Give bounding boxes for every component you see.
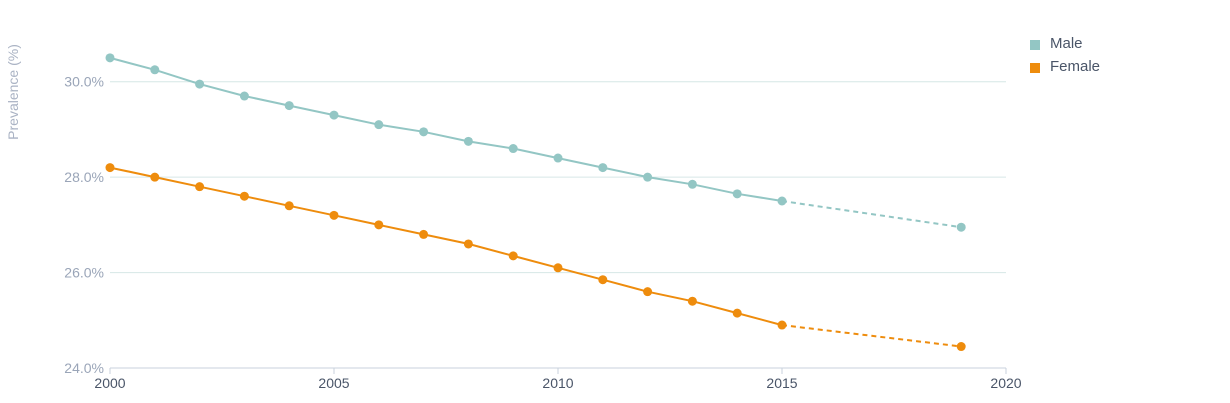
data-point-female[interactable]: [643, 287, 653, 297]
data-point-female[interactable]: [598, 275, 608, 285]
x-axis: 2000 2005 2010 2015 2020: [94, 367, 1022, 391]
legend-item-male[interactable]: Male: [1030, 32, 1100, 55]
data-point-male[interactable]: [150, 65, 160, 75]
x-tick-label: 2005: [318, 375, 349, 391]
data-point-female[interactable]: [374, 220, 384, 230]
data-point-female[interactable]: [777, 320, 787, 330]
series-line-female: [109, 166, 783, 327]
x-tick-label: 2000: [94, 375, 125, 391]
data-point-male[interactable]: [239, 91, 249, 101]
data-point-male[interactable]: [195, 79, 205, 89]
data-point-male[interactable]: [643, 172, 653, 182]
data-point-male[interactable]: [598, 163, 608, 173]
data-point-female[interactable]: [687, 296, 697, 306]
legend-item-female[interactable]: Female: [1030, 55, 1100, 78]
data-point-female[interactable]: [419, 229, 429, 239]
data-point-female[interactable]: [284, 201, 294, 211]
data-point-male[interactable]: [329, 110, 339, 120]
series-layer: [105, 53, 966, 352]
data-point-male[interactable]: [284, 101, 294, 111]
projection-point-female[interactable]: [956, 342, 966, 352]
data-point-male[interactable]: [463, 136, 473, 146]
projection-line-female: [781, 324, 962, 348]
x-tick-label: 2015: [766, 375, 797, 391]
y-tick-label: 30.0%: [64, 74, 104, 90]
legend-swatch-male: [1030, 39, 1040, 50]
data-point-male[interactable]: [687, 179, 697, 189]
y-tick-label: 28.0%: [64, 169, 104, 185]
data-point-female[interactable]: [463, 239, 473, 249]
data-point-male[interactable]: [732, 189, 742, 199]
x-tick-label: 2020: [990, 375, 1021, 391]
series-male: [105, 53, 966, 232]
projection-point-male[interactable]: [956, 222, 966, 232]
legend-label-male: Male: [1050, 35, 1083, 52]
data-point-male[interactable]: [508, 144, 518, 154]
data-point-male[interactable]: [419, 127, 429, 137]
data-point-male[interactable]: [374, 120, 384, 130]
data-point-female[interactable]: [195, 182, 205, 192]
data-point-female[interactable]: [732, 308, 742, 318]
y-tick-label: 26.0%: [64, 265, 104, 281]
data-point-female[interactable]: [553, 263, 563, 273]
data-point-female[interactable]: [150, 172, 160, 182]
y-axis-ticks: 24.0% 26.0% 28.0% 30.0%: [64, 74, 104, 376]
data-point-female[interactable]: [508, 251, 518, 261]
legend: Male Female: [1030, 32, 1100, 78]
y-axis-title: Prevalence (%): [5, 44, 21, 140]
grid-lines: [110, 81, 1006, 274]
data-point-female[interactable]: [239, 191, 249, 201]
data-point-male[interactable]: [553, 153, 563, 163]
data-point-male[interactable]: [777, 196, 787, 206]
data-point-male[interactable]: [105, 53, 115, 63]
x-tick-label: 2010: [542, 375, 573, 391]
legend-label-female: Female: [1050, 58, 1101, 75]
series-female: [105, 163, 966, 352]
series-line-male: [109, 56, 783, 202]
data-point-female[interactable]: [105, 163, 115, 173]
projection-line-male: [781, 200, 962, 229]
y-tick-label: 24.0%: [64, 360, 104, 376]
data-point-female[interactable]: [329, 210, 339, 220]
legend-swatch-female: [1030, 62, 1040, 73]
